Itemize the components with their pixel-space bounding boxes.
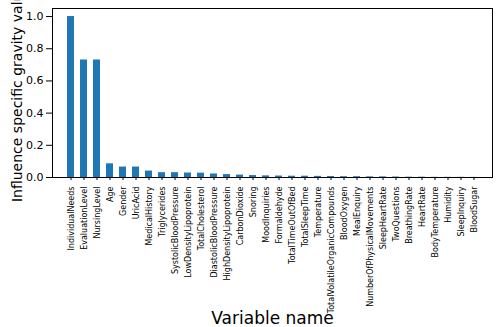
svg-text:Snoring: Snoring bbox=[249, 187, 258, 218]
svg-text:CarbonDioxide: CarbonDioxide bbox=[236, 186, 245, 245]
svg-text:LowDensityLipoprotein: LowDensityLipoprotein bbox=[184, 187, 193, 278]
svg-text:NursingLevel: NursingLevel bbox=[93, 187, 102, 239]
svg-text:1.0: 1.0 bbox=[26, 10, 44, 23]
svg-text:0.2: 0.2 bbox=[26, 139, 44, 152]
svg-text:BreathingRate: BreathingRate bbox=[405, 186, 414, 243]
svg-text:Influence specific gravity val: Influence specific gravity value bbox=[9, 0, 25, 202]
svg-text:TotalTimeOutOfBed: TotalTimeOutOfBed bbox=[288, 187, 297, 265]
svg-text:0.8: 0.8 bbox=[26, 42, 44, 55]
svg-text:BodyTemperature: BodyTemperature bbox=[431, 186, 440, 257]
svg-text:Temperature: Temperature bbox=[314, 186, 323, 238]
svg-text:TotalVolatileOrganicCompounds: TotalVolatileOrganicCompounds bbox=[327, 187, 336, 315]
svg-text:TotalCholesterol: TotalCholesterol bbox=[197, 187, 206, 252]
svg-text:SleepHeartRate: SleepHeartRate bbox=[379, 186, 388, 249]
svg-text:TwoQuestions: TwoQuestions bbox=[392, 187, 401, 243]
svg-text:DiastolicBloodPressure: DiastolicBloodPressure bbox=[210, 186, 219, 277]
svg-text:NumberOfPhysicalMovements: NumberOfPhysicalMovements bbox=[366, 187, 375, 307]
svg-text:SleepInquiry: SleepInquiry bbox=[457, 186, 466, 236]
svg-text:HeartRate: HeartRate bbox=[418, 186, 427, 227]
svg-text:0.6: 0.6 bbox=[26, 74, 44, 87]
svg-text:IndividualNeeds: IndividualNeeds bbox=[67, 187, 76, 251]
svg-text:MoodInquiries: MoodInquiries bbox=[262, 187, 271, 243]
svg-text:Triglycerides: Triglycerides bbox=[158, 187, 167, 238]
svg-text:EvaluationLevel: EvaluationLevel bbox=[80, 187, 89, 250]
svg-text:Variable name: Variable name bbox=[211, 308, 333, 327]
svg-text:Humidity: Humidity bbox=[444, 186, 453, 223]
svg-text:0.4: 0.4 bbox=[26, 107, 44, 120]
svg-text:SystolicBloodPressure: SystolicBloodPressure bbox=[171, 186, 180, 274]
svg-text:HighDensityLipoprotein: HighDensityLipoprotein bbox=[223, 187, 232, 281]
svg-text:MedicalHistory: MedicalHistory bbox=[145, 186, 154, 245]
svg-text:Age: Age bbox=[106, 186, 115, 202]
svg-text:MealEnquiry: MealEnquiry bbox=[353, 186, 362, 236]
svg-text:0.0: 0.0 bbox=[26, 171, 44, 184]
svg-text:Formaldehyde: Formaldehyde bbox=[275, 186, 284, 243]
svg-text:BloodOxygen: BloodOxygen bbox=[340, 187, 349, 240]
svg-text:Gender: Gender bbox=[119, 186, 128, 216]
svg-text:TotalSleepTime: TotalSleepTime bbox=[301, 186, 310, 248]
svg-text:UricAcid: UricAcid bbox=[132, 187, 141, 220]
svg-text:BloodSugar: BloodSugar bbox=[470, 186, 479, 233]
